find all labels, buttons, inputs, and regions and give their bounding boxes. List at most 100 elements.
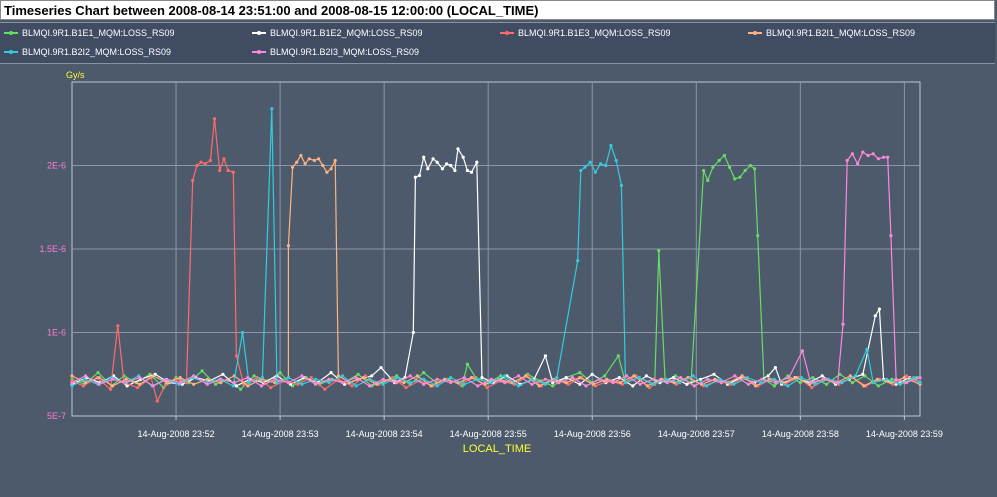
x-tick-label: 14-Aug-2008 23:53 [242,429,319,439]
data-point [699,382,704,386]
chart-title-bar: Timeseries Chart between 2008-08-14 23:5… [0,0,995,20]
data-point [138,382,142,386]
series-line[interactable] [71,154,918,391]
data-point [740,374,744,378]
data-point [485,386,489,390]
data-point [871,381,875,385]
data-point [165,377,169,381]
data-point [449,163,453,168]
legend-label-b2i1: BLMQI.9R1.B2I1_MQM:LOSS_RS09 [766,28,916,38]
data-point [754,384,758,388]
data-point [786,384,790,388]
legend-swatch-b2i1 [748,31,762,35]
data-point [848,374,852,378]
data-point [876,157,881,161]
data-point [593,170,598,174]
series-5 [70,150,922,388]
data-point [422,155,426,159]
data-point [395,381,399,385]
data-point [155,399,159,403]
data-point [570,376,575,380]
data-point [415,374,419,378]
data-point [203,162,207,166]
data-point [435,384,439,388]
data-point [799,376,804,380]
data-point [861,150,865,154]
data-point [836,381,840,385]
data-point [329,167,333,171]
data-point [856,162,860,166]
data-point [551,384,555,388]
data-point [810,386,814,390]
data-point [97,376,101,380]
series-line[interactable] [71,118,921,403]
data-point [184,381,189,385]
legend-label-b2i3: BLMQI.9R1.B2I3_MQM:LOSS_RS09 [270,47,420,57]
data-point [706,377,710,381]
series-line[interactable] [71,151,921,387]
data-point [890,377,894,381]
data-point [659,377,663,381]
data-point [578,382,582,386]
data-point [894,377,898,381]
data-point [108,387,113,391]
data-point [317,157,321,161]
data-point [798,381,802,385]
x-tick-label: 14-Aug-2008 23:59 [866,429,943,439]
data-point [679,376,683,380]
data-point [824,382,829,386]
data-point [402,381,406,385]
data-point [296,382,300,386]
data-point [822,377,826,381]
data-point [354,384,358,388]
series-line[interactable] [71,108,921,387]
series-line[interactable] [71,147,921,387]
data-point [617,376,621,380]
data-point [232,381,236,385]
data-point [361,376,365,380]
data-point [759,381,763,385]
data-point [269,386,273,390]
data-point [200,369,204,373]
data-point [866,153,870,158]
data-point [148,372,152,376]
data-point [841,322,845,326]
legend-label-b2i2: BLMQI.9R1.B2I2_MQM:LOSS_RS09 [22,47,172,57]
x-tick-label: 14-Aug-2008 23:54 [346,429,423,439]
data-point [865,347,869,351]
data-point [469,376,474,380]
data-point [462,376,466,380]
data-point [618,381,622,385]
data-point [516,374,521,378]
data-point [886,155,890,159]
data-point [918,381,922,385]
data-point [738,175,742,179]
data-point [83,381,88,385]
data-point [845,158,849,163]
data-point [652,377,656,381]
data-point [426,167,430,171]
data-point [295,160,299,164]
data-point [453,168,457,173]
data-point [685,382,689,386]
data-point [111,377,115,381]
data-point [445,162,449,166]
data-point [336,374,340,378]
data-point [379,366,383,370]
data-point [222,157,226,161]
x-tick-label: 14-Aug-2008 23:52 [138,429,215,439]
data-point [456,147,460,151]
series-line[interactable] [71,154,921,387]
data-point [651,382,655,386]
legend-swatch-b2i3 [252,50,266,54]
data-point [231,384,235,388]
data-point [325,170,329,174]
data-point [809,381,813,385]
data-point [323,387,327,391]
data-point [70,374,74,378]
data-point [603,374,607,378]
chart-legend: BLMQI.9R1.B1E1_MQM:LOSS_RS09 BLMQI.9R1.B… [0,22,995,64]
x-tick-label: 14-Aug-2008 23:57 [658,429,735,439]
data-point [307,157,311,161]
